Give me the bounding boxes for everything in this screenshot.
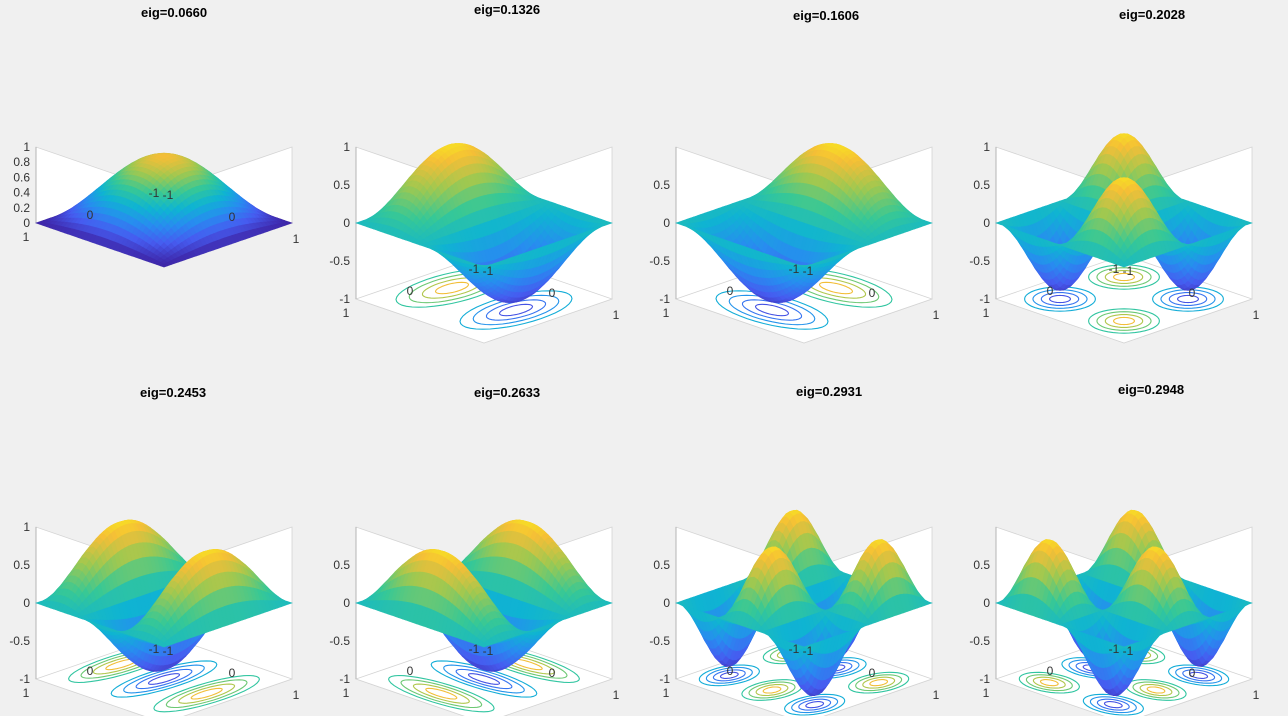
contour-line [485, 299, 547, 321]
x-tick-label: -1 [163, 188, 174, 202]
y-tick-label: -1 [789, 262, 800, 276]
surface-plot-3: -1-0.500.5-101-101 [649, 143, 940, 344]
surface-plot-4: -1-0.500.51-101-101 [969, 133, 1260, 344]
surface-plot-2: -1-0.500.51-101-101 [329, 140, 620, 344]
surface-patch [480, 265, 488, 268]
contour-line [1040, 292, 1080, 306]
tick-labels: -1-0.500.5-101-101 [649, 178, 939, 322]
surface-mesh [675, 143, 933, 303]
z-tick-label: 0.2 [13, 201, 30, 215]
z-tick-label: 0 [343, 216, 350, 230]
y-tick-label: -1 [469, 262, 480, 276]
contour-line [715, 290, 829, 330]
y-tick-label: 0 [407, 284, 414, 298]
x-tick-label: -1 [483, 264, 494, 278]
tick-labels: -1-0.500.51-101-101 [329, 140, 619, 322]
tick-labels: 00.20.40.60.81-101-101 [13, 140, 299, 246]
z-tick-label: -0.5 [649, 254, 670, 268]
x-tick-label: 1 [293, 232, 300, 246]
y-tick-label: 1 [343, 306, 350, 320]
contour-line [472, 294, 560, 326]
contour-group [1024, 264, 1224, 334]
plot-title-6: eig=0.2633 [474, 385, 541, 400]
z-tick-label: 0.8 [13, 155, 30, 169]
y-tick-label: 1 [663, 306, 670, 320]
contour-line [434, 281, 470, 295]
z-tick-label: 0 [23, 216, 30, 230]
z-tick-label: -1 [659, 292, 670, 306]
z-tick-label: 1 [23, 140, 30, 154]
x-tick-label: -1 [803, 264, 814, 278]
contour-line [754, 303, 790, 317]
z-tick-label: -0.5 [329, 254, 350, 268]
x-tick-label: 1 [933, 308, 940, 322]
contour-line [1096, 311, 1152, 331]
y-tick-label: 0 [87, 208, 94, 222]
contour-line [1088, 308, 1160, 334]
contour-line [1113, 316, 1135, 326]
y-tick-label: -1 [149, 186, 160, 200]
x-tick-label: 0 [229, 210, 236, 224]
y-tick-label: 0 [727, 284, 734, 298]
surface-patch [800, 265, 808, 268]
contour-line [1049, 294, 1071, 304]
contour-line [1104, 314, 1144, 328]
contour-line [498, 303, 534, 317]
surface-mesh [995, 133, 1253, 291]
contour-line [1024, 286, 1096, 312]
surface-patch [159, 263, 169, 268]
z-tick-label: 0.5 [333, 178, 350, 192]
x-tick-label: 0 [869, 286, 876, 300]
contour-line [1168, 292, 1208, 306]
y-tick-label: 1 [23, 230, 30, 244]
contour-line [1113, 272, 1135, 282]
plot-title-4: eig=0.2028 [1119, 7, 1186, 22]
surface-mesh [355, 143, 613, 303]
z-tick-label: 0.6 [13, 170, 30, 184]
z-tick-label: 0.5 [653, 178, 670, 192]
contour-line [1177, 294, 1199, 304]
contour-line [1032, 289, 1088, 309]
plot-title-1: eig=0.0660 [141, 5, 208, 20]
contour-line [1104, 270, 1144, 284]
x-tick-label: 0 [549, 286, 556, 300]
contour-line [459, 290, 573, 330]
contour-line [1088, 264, 1160, 290]
x-tick-label: 1 [613, 308, 620, 322]
z-tick-label: 0.4 [13, 186, 30, 200]
contour-line [741, 299, 803, 321]
contour-line [1152, 286, 1224, 312]
z-tick-label: 0 [663, 216, 670, 230]
contour-line [1096, 267, 1152, 287]
plot-title-2: eig=0.1326 [474, 2, 541, 17]
z-tick-label: -1 [339, 292, 350, 306]
contour-line [818, 281, 854, 295]
contour-line [728, 294, 816, 326]
surface-mesh [35, 152, 293, 268]
plot-title-5: eig=0.2453 [140, 385, 207, 400]
z-tick-label: 1 [343, 140, 350, 154]
plot-title-8: eig=0.2948 [1118, 382, 1185, 397]
plot-title-3: eig=0.1606 [793, 8, 860, 23]
surface-plot-1: 00.20.40.60.81-101-101 [13, 140, 300, 268]
plot-title-7: eig=0.2931 [796, 384, 863, 399]
contour-line [1160, 289, 1216, 309]
